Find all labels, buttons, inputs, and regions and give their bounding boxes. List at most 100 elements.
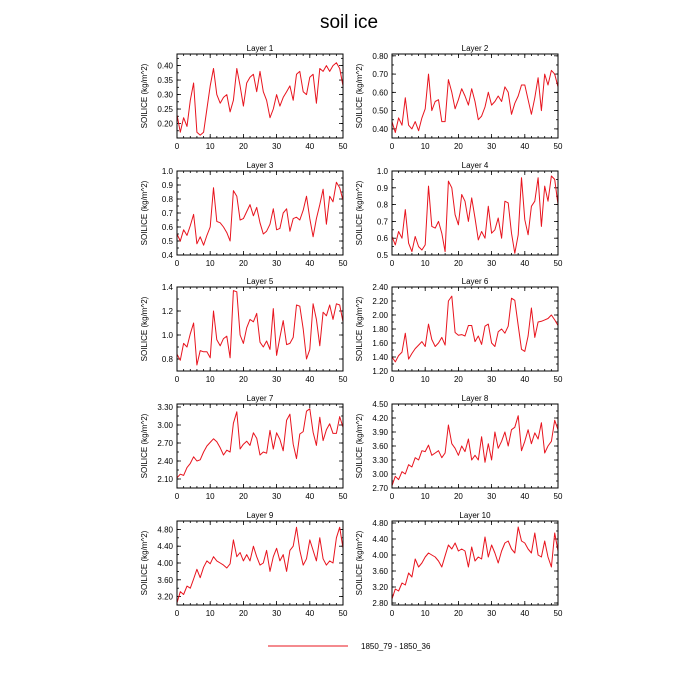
y-tick-label: 3.90 bbox=[372, 428, 388, 437]
y-tick-label: 4.40 bbox=[372, 535, 388, 544]
series-line bbox=[391, 415, 559, 486]
x-tick-label: 0 bbox=[175, 609, 180, 618]
y-tick-label: 2.70 bbox=[157, 439, 173, 448]
y-axis-label: SOILICE (kg/m^2) bbox=[140, 180, 149, 245]
panel-4: Layer 4 SOILICE (kg/m^2) 0 10 20 30 40 50 0.5 0.6… bbox=[355, 161, 563, 268]
y-axis-label: SOILICE (kg/m^2) bbox=[355, 180, 364, 245]
y-tick-label: 4.80 bbox=[157, 525, 173, 534]
panel-title: Layer 1 bbox=[247, 44, 274, 53]
y-tick-label: 0.80 bbox=[372, 52, 388, 61]
panel-title: Layer 7 bbox=[247, 394, 274, 403]
y-tick-label: 0.5 bbox=[377, 251, 389, 260]
x-tick-label: 40 bbox=[520, 142, 529, 151]
panels: Layer 1 SOILICE (kg/m^2) 0 10 20 30 40 50 0.20 0.… bbox=[140, 44, 563, 618]
x-tick-label: 40 bbox=[520, 259, 529, 268]
x-tick-label: 30 bbox=[487, 142, 496, 151]
panel-title: Layer 2 bbox=[462, 44, 489, 53]
y-tick-label: 0.35 bbox=[157, 76, 173, 85]
y-axis-label: SOILICE (kg/m^2) bbox=[140, 530, 149, 595]
x-tick-label: 10 bbox=[421, 492, 430, 501]
plot-frame bbox=[176, 53, 344, 139]
plot-frame bbox=[391, 170, 559, 256]
series-line bbox=[391, 175, 559, 254]
x-tick-label: 20 bbox=[454, 492, 463, 501]
x-tick-label: 40 bbox=[305, 259, 314, 268]
x-tick-label: 30 bbox=[272, 609, 281, 618]
x-tick-label: 10 bbox=[206, 375, 215, 384]
panel-2: Layer 2 SOILICE (kg/m^2) 0 10 20 30 40 50 0.40 0.… bbox=[355, 44, 563, 151]
series-line bbox=[176, 526, 344, 604]
y-tick-label: 2.20 bbox=[372, 297, 388, 306]
x-tick-label: 10 bbox=[206, 142, 215, 151]
panel-title: Layer 8 bbox=[462, 394, 489, 403]
y-tick-label: 0.30 bbox=[157, 91, 173, 100]
y-tick-label: 0.5 bbox=[162, 237, 174, 246]
y-axis-label: SOILICE (kg/m^2) bbox=[355, 63, 364, 128]
series-line bbox=[391, 295, 559, 363]
plot-frame bbox=[176, 520, 344, 606]
y-tick-label: 3.20 bbox=[157, 593, 173, 602]
x-tick-label: 50 bbox=[554, 142, 563, 151]
y-tick-label: 4.20 bbox=[372, 414, 388, 423]
panel-9: Layer 9 SOILICE (kg/m^2) 0 10 20 30 40 50 3.20 3.… bbox=[140, 511, 348, 618]
x-tick-label: 20 bbox=[239, 142, 248, 151]
y-tick-label: 1.80 bbox=[372, 325, 388, 334]
x-tick-label: 50 bbox=[554, 609, 563, 618]
x-tick-label: 30 bbox=[272, 492, 281, 501]
y-axis-label: SOILICE (kg/m^2) bbox=[140, 63, 149, 128]
series-line bbox=[176, 62, 344, 136]
y-tick-label: 3.00 bbox=[372, 470, 388, 479]
y-tick-label: 0.70 bbox=[372, 70, 388, 79]
x-tick-label: 50 bbox=[339, 259, 348, 268]
x-tick-label: 0 bbox=[390, 375, 395, 384]
series-line bbox=[391, 526, 559, 600]
panel-title: Layer 4 bbox=[462, 161, 489, 170]
y-tick-label: 3.30 bbox=[372, 456, 388, 465]
y-axis-label: SOILICE (kg/m^2) bbox=[140, 413, 149, 478]
y-tick-label: 1.0 bbox=[162, 167, 174, 176]
y-tick-label: 0.20 bbox=[157, 120, 173, 129]
plot-frame bbox=[176, 170, 344, 256]
x-tick-label: 40 bbox=[305, 142, 314, 151]
panel-10: Layer 10 SOILICE (kg/m^2) 0 10 20 30 40 50 2.80 3… bbox=[355, 511, 563, 618]
x-tick-label: 20 bbox=[454, 142, 463, 151]
x-tick-label: 50 bbox=[554, 259, 563, 268]
x-tick-label: 30 bbox=[487, 259, 496, 268]
panel-title: Layer 9 bbox=[247, 511, 274, 520]
plot-frame bbox=[391, 520, 559, 606]
x-tick-label: 10 bbox=[421, 375, 430, 384]
y-tick-label: 4.50 bbox=[372, 400, 388, 409]
y-tick-label: 4.00 bbox=[372, 551, 388, 560]
y-tick-label: 0.8 bbox=[377, 201, 389, 210]
y-tick-label: 3.20 bbox=[372, 583, 388, 592]
y-tick-label: 0.7 bbox=[162, 209, 174, 218]
x-tick-label: 0 bbox=[175, 142, 180, 151]
y-tick-label: 3.00 bbox=[157, 421, 173, 430]
y-tick-label: 3.60 bbox=[372, 567, 388, 576]
panel-1: Layer 1 SOILICE (kg/m^2) 0 10 20 30 40 50 0.20 0.… bbox=[140, 44, 348, 151]
y-tick-label: 3.30 bbox=[157, 403, 173, 412]
panel-3: Layer 3 SOILICE (kg/m^2) 0 10 20 30 40 50 0.4 0.5… bbox=[140, 161, 348, 268]
x-tick-label: 0 bbox=[390, 492, 395, 501]
y-tick-label: 1.20 bbox=[372, 367, 388, 376]
y-tick-label: 4.80 bbox=[372, 519, 388, 528]
x-tick-label: 40 bbox=[520, 375, 529, 384]
figure-title: soil ice bbox=[320, 12, 378, 33]
plot-frame bbox=[391, 286, 559, 372]
panel-title: Layer 5 bbox=[247, 277, 274, 286]
y-tick-label: 4.00 bbox=[157, 559, 173, 568]
legend: 1850_79 - 1850_36 bbox=[268, 642, 431, 651]
y-tick-label: 1.40 bbox=[372, 353, 388, 362]
x-tick-label: 10 bbox=[206, 609, 215, 618]
x-tick-label: 10 bbox=[421, 259, 430, 268]
y-axis-label: SOILICE (kg/m^2) bbox=[140, 296, 149, 361]
x-tick-label: 50 bbox=[554, 492, 563, 501]
x-tick-label: 30 bbox=[487, 609, 496, 618]
plot-frame bbox=[176, 403, 344, 489]
x-tick-label: 50 bbox=[339, 609, 348, 618]
y-tick-label: 2.00 bbox=[372, 311, 388, 320]
y-tick-label: 0.6 bbox=[162, 223, 174, 232]
x-tick-label: 40 bbox=[305, 492, 314, 501]
x-tick-label: 30 bbox=[487, 375, 496, 384]
